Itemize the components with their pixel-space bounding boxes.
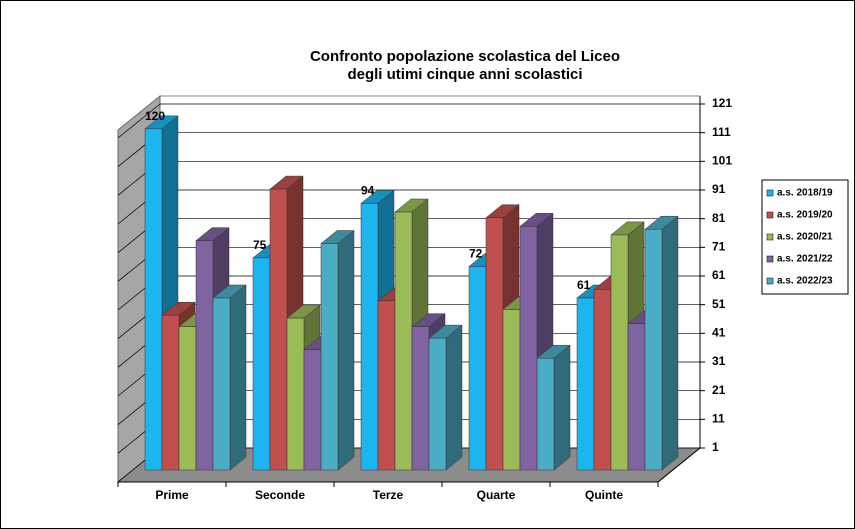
bar <box>644 215 679 471</box>
legend-swatch <box>766 211 774 219</box>
chart-subtitle: degli utimi cinque anni scolastici <box>347 66 582 83</box>
bar <box>428 324 463 471</box>
bar-front <box>519 226 538 471</box>
y-tick-label: 101 <box>712 154 732 168</box>
bar-front <box>320 243 339 471</box>
value-label: 94 <box>361 184 375 198</box>
y-tick-label: 61 <box>712 268 726 282</box>
bar-side <box>229 284 247 471</box>
y-tick-label: 1 <box>712 440 719 454</box>
legend-swatch <box>766 189 774 197</box>
bar-side <box>445 324 463 471</box>
bar-front <box>411 326 430 471</box>
bar-front <box>178 326 197 471</box>
y-tick-label: 91 <box>712 182 726 196</box>
bar-front <box>377 300 396 471</box>
bar-front <box>195 240 214 471</box>
y-tick-label: 21 <box>712 383 726 397</box>
bar-front <box>428 337 447 471</box>
y-tick-label: 11 <box>712 412 725 426</box>
x-tick-label: Prime <box>155 488 189 502</box>
value-label: 120 <box>145 109 165 123</box>
bar-side <box>553 344 571 471</box>
bar-front <box>303 349 322 471</box>
bar-front <box>144 128 163 471</box>
x-tick-label: Terze <box>373 488 404 502</box>
bar <box>320 230 355 471</box>
legend-label: a.s. 2022/23 <box>777 276 833 287</box>
legend-label: a.s. 2020/21 <box>777 232 833 243</box>
y-tick-label: 41 <box>712 326 726 340</box>
bar-front <box>485 217 504 471</box>
legend-swatch <box>766 255 774 263</box>
x-axis-depth <box>657 447 701 483</box>
bar-front <box>286 317 305 471</box>
legend-swatch <box>766 233 774 241</box>
y-tick-label: 81 <box>712 211 726 225</box>
bar-front <box>360 203 379 471</box>
legend-label: a.s. 2021/22 <box>777 254 833 265</box>
bar-side <box>337 230 355 471</box>
y-tick-label: 71 <box>712 240 726 254</box>
bar-front <box>593 289 612 471</box>
y-tick-label: 51 <box>712 297 726 311</box>
value-label: 72 <box>469 247 483 261</box>
bar-side <box>661 215 679 471</box>
bar-front <box>536 357 555 471</box>
x-tick-label: Quarte <box>477 488 516 502</box>
bar-front <box>394 211 413 471</box>
bar-front <box>269 188 288 471</box>
bar-front <box>644 228 663 471</box>
bar-front <box>627 323 646 471</box>
y-tick-label: 121 <box>712 96 732 110</box>
chart-title: Confronto popolazione scolastica del Lic… <box>310 48 620 65</box>
bar-front <box>576 297 595 471</box>
legend-label: a.s. 2018/19 <box>777 188 833 199</box>
legend-label: a.s. 2019/20 <box>777 210 833 221</box>
legend-swatch <box>766 277 774 285</box>
bar <box>212 284 247 471</box>
x-tick-label: Quinte <box>585 488 623 502</box>
x-tick-label: Seconde <box>255 488 305 502</box>
bar-front <box>468 266 487 471</box>
bar-front <box>610 234 629 471</box>
value-label: 61 <box>577 278 591 292</box>
y-tick-label: 31 <box>712 354 726 368</box>
legend-box <box>761 179 849 295</box>
bar-front <box>161 314 180 471</box>
value-label: 75 <box>253 238 267 252</box>
bar-front <box>212 297 231 471</box>
grid-line <box>117 103 161 139</box>
bar-front <box>502 309 521 471</box>
bar-front <box>252 257 271 471</box>
y-tick-label: 111 <box>712 125 731 139</box>
bar <box>536 344 571 471</box>
